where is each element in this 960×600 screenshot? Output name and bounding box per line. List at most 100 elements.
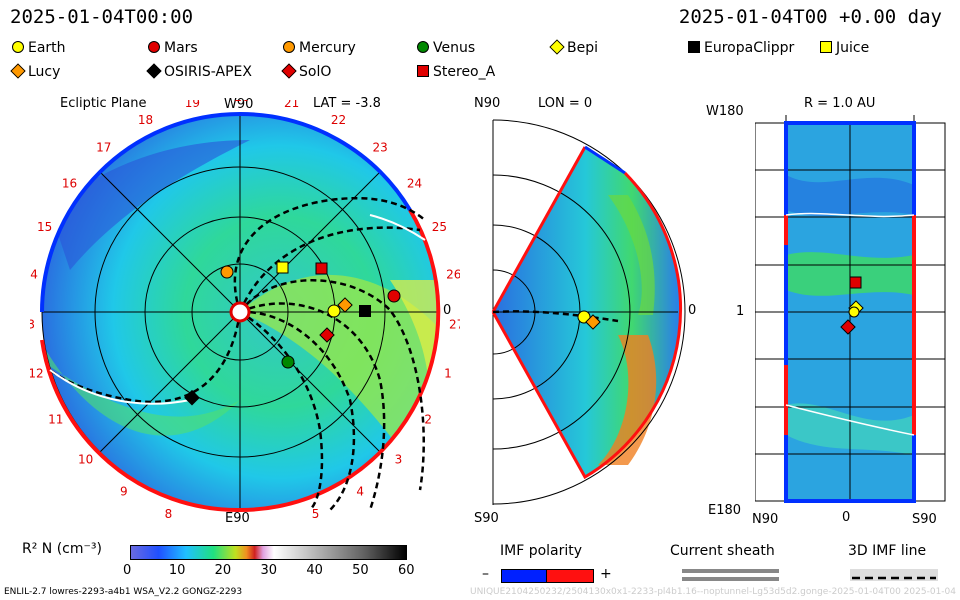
legend-item-earth: Earth — [12, 40, 66, 56]
square-marker-icon — [688, 41, 700, 53]
rotation-label: 15 — [37, 220, 52, 234]
osiris-apex-marker — [184, 389, 200, 406]
circle-marker-icon — [148, 41, 160, 53]
europaclippr-marker — [359, 305, 371, 317]
radial-bottom-left: E180 — [708, 503, 742, 518]
legend-item-solo: SolO — [281, 63, 331, 80]
radial-title: R = 1.0 AU — [804, 96, 876, 111]
ecliptic-polarity-arc-positive — [40, 208, 441, 513]
colorbar-tick-label: 60 — [398, 563, 415, 578]
colorbar-tick-label: 10 — [168, 563, 186, 578]
legend-item-juice: Juice — [820, 40, 869, 56]
ecliptic-plot: 2021222324252627123456789101112131415161… — [30, 100, 460, 520]
rotation-label: 19 — [185, 100, 200, 110]
solo-marker — [319, 327, 335, 343]
legend-label: Stereo_A — [433, 64, 496, 80]
rotation-label: 26 — [446, 268, 460, 282]
rotation-label: 13 — [30, 318, 35, 332]
rotation-label: 3 — [395, 453, 403, 467]
rotation-label: 8 — [165, 507, 173, 520]
diamond-marker-icon — [549, 39, 565, 55]
legend-item-osiris-apex: OSIRIS-APEX — [146, 63, 252, 80]
ecliptic-lat-label: LAT = -3.8 — [313, 96, 381, 111]
footer-run-id: UNIQUE2104250232/2504130x0x1-2233-pl4b1.… — [469, 587, 956, 597]
legend-label: Earth — [28, 40, 66, 56]
ecliptic-title: Ecliptic Plane — [60, 96, 147, 111]
mars-marker — [387, 289, 401, 303]
meridional-top-label: N90 — [474, 96, 501, 111]
rotation-label: 2 — [424, 413, 432, 427]
sun-icon — [229, 301, 251, 323]
rotation-label: 21 — [284, 100, 299, 110]
ecliptic-spacecraft-markers — [184, 261, 401, 406]
juice-marker — [276, 261, 289, 274]
ecliptic-polarity-arc-negative — [40, 112, 241, 313]
colorbar-tick-label: 30 — [260, 563, 278, 578]
legend-item-europaclippr: EuropaClippr — [688, 40, 794, 56]
legend-item-stereo-a: Stereo_A — [417, 64, 495, 80]
circle-marker-icon — [283, 41, 295, 53]
current-sheath-label: Current sheath — [670, 543, 775, 559]
colorbar-tick-label: 0 — [123, 563, 132, 578]
radial-x-label-s90: S90 — [912, 512, 937, 527]
square-marker-icon — [417, 65, 429, 77]
rotation-label: 18 — [138, 113, 153, 127]
rotation-label: 24 — [407, 177, 422, 191]
colorbar-tick-label: 20 — [214, 563, 232, 578]
imf-polarity-plus: + — [600, 566, 612, 582]
legend-item-venus: Venus — [417, 40, 475, 56]
legend-label: Juice — [836, 40, 870, 56]
rotation-label: 7 — [213, 519, 221, 520]
legend-label: Mercury — [299, 40, 356, 56]
rotation-label: 20 — [234, 100, 249, 104]
ecliptic-top-label: W90 — [224, 97, 254, 112]
legend-label: Lucy — [28, 64, 61, 80]
imf-negative-swatch — [501, 569, 548, 583]
radial-earth-marker — [848, 306, 860, 318]
radial-x-label-0: 0 — [842, 510, 851, 525]
circle-marker-icon — [12, 41, 24, 53]
rotation-label: 6 — [263, 519, 271, 520]
rotation-label: 5 — [312, 507, 320, 520]
legend-label: OSIRIS-APEX — [164, 64, 252, 80]
colorbar-tick-label: 40 — [306, 563, 323, 578]
square-marker-icon — [820, 41, 832, 53]
meridional-bottom-label: S90 — [474, 511, 499, 526]
meridional-earth-marker — [577, 310, 591, 324]
left-timestamp: 2025-01-04T00:00 — [10, 6, 194, 28]
right-timestamp: 2025-01-04T00 +0.00 day — [678, 6, 942, 28]
meridional-plot — [491, 119, 686, 505]
imf-polarity-label: IMF polarity — [500, 543, 583, 559]
rotation-label: 14 — [30, 268, 38, 282]
colorbar — [130, 545, 407, 560]
ecliptic-right-label: 0 — [443, 303, 452, 318]
legend-label: Mars — [164, 40, 198, 56]
legend-item-lucy: Lucy — [10, 63, 61, 80]
circle-marker-icon — [417, 41, 429, 53]
legend-label: Bepi — [567, 40, 598, 56]
imf-line-swatch — [850, 569, 938, 581]
mercury-marker — [220, 265, 234, 279]
rotation-label: 16 — [62, 177, 77, 191]
rotation-label: 17 — [96, 140, 111, 154]
diamond-marker-icon — [10, 63, 26, 79]
imf-positive-swatch — [546, 569, 594, 583]
radial-stereo-a-marker — [849, 276, 862, 289]
legend-item-bepi: Bepi — [549, 39, 598, 56]
legend-label: EuropaClippr — [704, 40, 795, 56]
rotation-label: 1 — [444, 367, 452, 381]
rotation-label: 11 — [48, 413, 63, 427]
rotation-label: 4 — [356, 485, 364, 499]
legend-item-mars: Mars — [148, 40, 198, 56]
meridional-right-label: 0 — [688, 303, 697, 318]
ecliptic-bottom-label: E90 — [225, 511, 250, 526]
rotation-label: 23 — [373, 140, 388, 154]
meridional-lucy-marker — [585, 314, 601, 330]
radial-mid-left: 1 — [736, 304, 745, 319]
radial-top-left: W180 — [706, 104, 744, 119]
radial-x-label-n90: N90 — [752, 512, 779, 527]
rotation-label: 25 — [432, 220, 447, 234]
footer-model-info: ENLIL-2.7 lowres-2293-a4b1 WSA_V2.2 GONG… — [4, 587, 243, 597]
imf-polarity-minus: – — [482, 566, 489, 582]
colorbar-label: R² N (cm⁻³) — [22, 541, 102, 557]
